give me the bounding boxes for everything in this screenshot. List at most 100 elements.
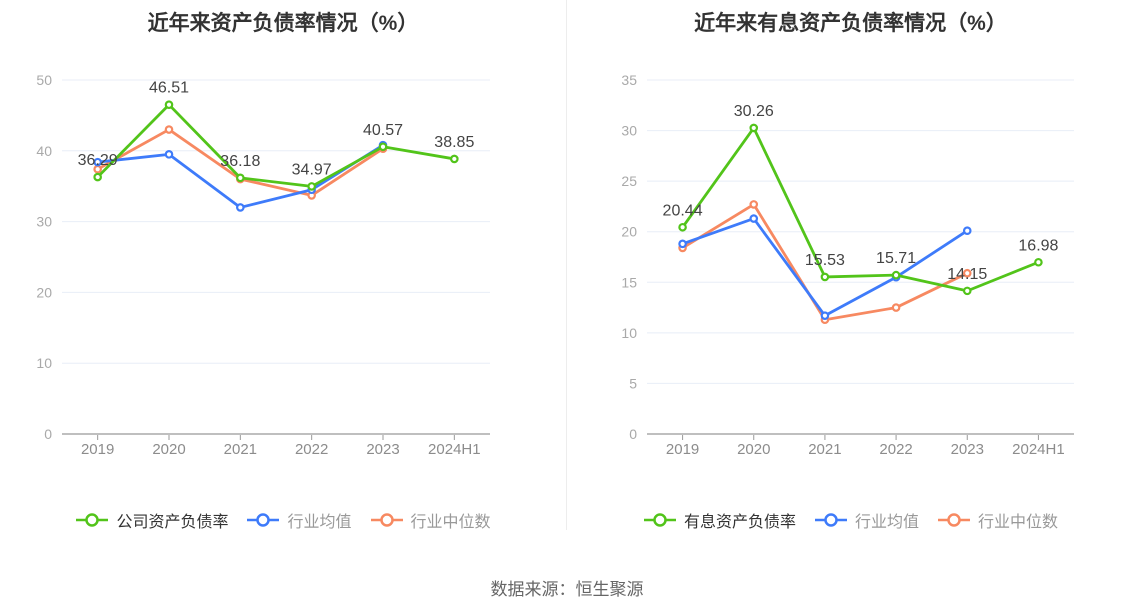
data-point[interactable] [891,303,901,312]
series-line [681,126,1040,293]
svg-text:35: 35 [621,72,637,88]
svg-text:30.26: 30.26 [734,103,774,120]
line-series-icon [643,513,676,527]
data-point[interactable] [891,270,901,280]
svg-text:30: 30 [36,214,52,230]
line-series-icon [247,513,280,527]
data-point[interactable] [962,286,972,296]
data-point[interactable] [93,172,102,182]
data-point[interactable] [378,142,388,152]
line-series-icon [76,513,109,527]
svg-text:15.53: 15.53 [805,252,845,269]
svg-text:20: 20 [621,224,637,240]
svg-text:38.85: 38.85 [434,134,474,151]
data-point[interactable] [164,125,174,134]
data-point[interactable] [164,100,174,110]
svg-text:2021: 2021 [224,441,257,458]
x-axis-labels: 2019 2020 2021 2022 2023 2024H1 [666,441,1065,458]
svg-text:20.44: 20.44 [663,202,703,219]
y-axis-labels: 0 10 20 30 40 50 [36,72,52,442]
y-axis-labels: 0 5 10 15 20 25 30 35 [621,72,637,442]
svg-text:36.29: 36.29 [78,152,118,169]
legend-label: 行业中位数 [410,514,491,531]
chart-title-interest-bearing: 近年来有息资产负债率情况（%） [694,12,1007,35]
svg-text:40.57: 40.57 [363,122,403,139]
svg-text:2023: 2023 [366,441,399,458]
data-point[interactable] [820,272,830,282]
legend-item-industry-median[interactable]: 行业中位数 [370,508,491,532]
svg-text:14.15: 14.15 [947,266,987,283]
svg-text:50: 50 [36,72,52,88]
data-labels: 20.44 30.26 15.53 15.71 14.15 16.98 [663,103,1059,283]
data-source-note: 数据来源：恒生聚源 [490,580,644,599]
legend-label: 行业均值 [287,514,352,531]
data-labels: 36.29 46.51 36.18 34.97 40.57 38.85 [78,80,475,179]
data-point[interactable] [164,150,174,159]
svg-text:10: 10 [621,325,637,341]
svg-text:0: 0 [629,426,637,442]
svg-text:2019: 2019 [81,441,114,458]
legend-asset-liability: 公司资产负债率 行业均值 行业中位数 [0,508,566,532]
svg-text:46.51: 46.51 [149,80,189,97]
svg-text:25: 25 [621,173,637,189]
svg-text:16.98: 16.98 [1018,237,1058,254]
line-series-icon [814,513,847,527]
svg-text:30: 30 [621,123,637,139]
data-point[interactable] [678,239,687,249]
data-point[interactable] [749,200,759,209]
svg-text:2020: 2020 [737,441,770,458]
gridlines [647,79,1074,384]
legend-item-industry-median[interactable]: 行业中位数 [937,508,1058,532]
data-point[interactable] [236,203,245,212]
data-point[interactable] [1034,257,1043,267]
data-point[interactable] [749,214,759,223]
svg-text:2019: 2019 [666,441,699,458]
legend-item-industry-mean[interactable]: 行业均值 [814,508,919,532]
legend-label: 有息资产负债率 [683,514,796,531]
legend-item-company-interest-ratio[interactable]: 有息资产负债率 [643,508,796,532]
data-point[interactable] [450,154,459,164]
legend-item-industry-mean[interactable]: 行业均值 [246,508,352,532]
legend-label: 公司资产负债率 [116,514,229,531]
data-point[interactable] [962,268,972,278]
svg-text:2023: 2023 [951,441,984,458]
data-point[interactable] [820,311,830,320]
chart-panel-asset-liability: 近年来资产负债率情况（%） 0 10 20 30 40 50 2019 2020 2021 202… [0,0,567,532]
legend-label: 行业中位数 [978,514,1059,531]
line-series-icon [938,513,970,527]
asset-liability-line-chart[interactable]: 0 10 20 30 40 50 2019 2020 2021 2022 2023 2024H1 36.… [0,50,567,470]
charts-row: 近年来资产负债率情况（%） 0 10 20 30 40 50 2019 2020 2021 202… [0,0,1134,532]
svg-text:2020: 2020 [152,441,185,458]
data-point[interactable] [678,222,687,232]
x-axis [647,433,1074,440]
data-point[interactable] [236,173,245,183]
chart-title-asset-liability: 近年来资产负债率情况（%） [147,12,419,35]
x-axis [62,433,490,440]
svg-text:2022: 2022 [879,441,912,458]
svg-text:15.71: 15.71 [876,250,916,267]
chart-panel-interest-bearing: 近年来有息资产负债率情况（%） 0 5 10 15 20 25 30 35 2019 2020 20… [567,0,1134,532]
svg-text:36.18: 36.18 [220,153,260,170]
data-point[interactable] [93,157,102,167]
x-axis-labels: 2019 2020 2021 2022 2023 2024H1 [81,441,481,458]
svg-text:10: 10 [36,355,52,371]
svg-text:2022: 2022 [295,441,328,458]
interest-bearing-line-chart[interactable]: 0 5 10 15 20 25 30 35 2019 2020 2021 2022 2023 2024H1… [567,50,1134,470]
data-point[interactable] [749,123,759,133]
series-有息资产负债率 [678,123,1043,296]
svg-text:2021: 2021 [808,441,841,458]
svg-text:2024H1: 2024H1 [1012,441,1065,458]
legend-label: 行业均值 [854,514,919,531]
svg-text:34.97: 34.97 [292,161,332,178]
svg-text:40: 40 [36,143,52,159]
svg-text:20: 20 [36,284,52,300]
series-line [96,103,456,188]
line-series-icon [370,513,403,527]
legend-interest-bearing: 有息资产负债率 行业均值 行业中位数 [567,508,1134,532]
data-point[interactable] [962,226,972,236]
svg-text:5: 5 [629,375,637,391]
legend-item-company-ratio[interactable]: 公司资产负债率 [75,508,228,532]
svg-text:15: 15 [621,274,637,290]
data-point[interactable] [307,182,316,191]
svg-text:2024H1: 2024H1 [428,441,481,458]
